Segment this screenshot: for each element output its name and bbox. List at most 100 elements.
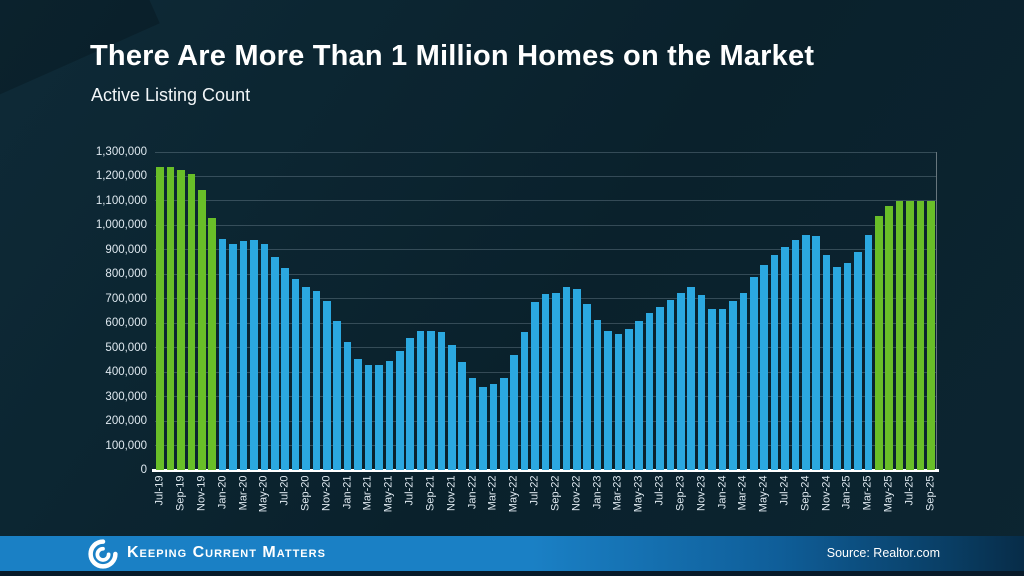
x-axis-tick-label: Nov-21 (445, 475, 458, 511)
bar-Dec-20 (333, 320, 342, 470)
bar-Jun-25 (895, 200, 904, 470)
bar-Jul-21 (406, 337, 414, 470)
x-axis-tick-label: Mar-20 (237, 475, 249, 511)
y-axis-tick-label: 1,100,000 (95, 194, 147, 207)
bar-Aug-21 (416, 330, 425, 470)
x-axis-tick-label: Nov-23 (695, 475, 708, 511)
bar-Mar-21 (364, 364, 373, 470)
y-axis-tick-label: 1,200,000 (95, 170, 147, 183)
x-axis-tick-label: Jul-20 (278, 475, 291, 506)
bar-Mar-22 (489, 384, 498, 470)
x-axis-tick-label: May-20 (257, 475, 270, 513)
x-axis-tick-label: Jan-20 (216, 475, 229, 510)
y-axis-tick-label: 900,000 (105, 243, 147, 256)
bar-Dec-24 (833, 266, 841, 470)
bar-Apr-24 (749, 276, 758, 470)
bar-Aug-19 (166, 166, 175, 470)
x-axis-tick-label: Nov-19 (195, 475, 208, 511)
gridline (155, 249, 936, 251)
bar-Jan-20 (218, 238, 227, 470)
bar-Nov-19 (198, 189, 206, 470)
bar-Nov-20 (323, 301, 331, 470)
x-axis-tick-label: Sep-22 (549, 475, 562, 511)
y-axis-tick-label: 200,000 (105, 415, 147, 428)
bar-Mar-23 (614, 334, 623, 470)
bar-Dec-22 (583, 303, 591, 470)
brand-name: Keeping Current Matters (127, 544, 326, 561)
x-axis-tick-label: Jul-23 (653, 475, 666, 506)
x-axis-tick-label: May-24 (757, 475, 770, 513)
x-axis-tick-label: Sep-25 (924, 475, 937, 511)
bar-Jun-23 (645, 313, 654, 470)
y-axis-tick-label: 500,000 (105, 341, 147, 354)
bar-Dec-19 (208, 218, 217, 470)
bar-Mar-25 (864, 235, 873, 470)
bar-Aug-23 (666, 300, 675, 470)
bar-Sep-22 (552, 292, 560, 470)
gridline (155, 224, 936, 226)
footer-bar: Keeping Current Matters Source: Realtor.… (0, 536, 1024, 571)
y-axis-tick-label: 700,000 (105, 292, 147, 305)
bar-Oct-19 (187, 174, 196, 470)
bar-Dec-23 (708, 308, 716, 470)
bar-Aug-24 (791, 240, 800, 470)
bar-Dec-21 (458, 362, 466, 470)
x-axis-tick-label: Mar-23 (611, 475, 624, 511)
bar-Feb-23 (604, 330, 612, 470)
y-axis-tick-label: 800,000 (105, 268, 147, 281)
bar-May-23 (635, 320, 643, 470)
bar-Oct-23 (687, 286, 696, 470)
bar-Jan-24 (718, 308, 727, 470)
x-axis-tick-label: Nov-20 (320, 475, 333, 511)
footer-bottom-strip (0, 571, 1024, 576)
kcm-spiral-logo (88, 539, 118, 569)
bar-Sep-21 (427, 330, 435, 470)
bar-May-20 (260, 243, 269, 470)
x-axis-tick-label: Jul-19 (153, 475, 166, 506)
bar-Jul-23 (656, 307, 664, 470)
bar-Mar-24 (739, 292, 748, 470)
bar-Oct-24 (812, 236, 821, 470)
bar-Apr-23 (625, 329, 633, 470)
bar-Sep-20 (302, 286, 310, 470)
x-axis-tick-label: Jan-22 (466, 475, 479, 510)
bar-Jan-23 (593, 319, 602, 470)
x-axis-tick-label: Mar-22 (486, 475, 499, 511)
bar-Oct-21 (437, 331, 446, 470)
y-axis-tick-label: 400,000 (105, 366, 147, 379)
x-axis-tick-label: Jul-21 (403, 475, 416, 506)
x-axis-tick-label: May-21 (382, 475, 395, 513)
x-axis-tick-label: Jan-24 (716, 475, 729, 510)
x-axis-tick-label: Mar-25 (861, 475, 874, 511)
gridline (155, 200, 936, 202)
bar-Jan-25 (843, 263, 852, 470)
x-axis-tick-label: Jan-23 (591, 475, 604, 510)
bar-Aug-20 (291, 279, 300, 470)
x-axis-tick-label: Jan-25 (840, 475, 853, 510)
bar-May-24 (760, 264, 768, 470)
bar-Jan-22 (468, 378, 477, 470)
source-label: Source: Realtor.com (826, 546, 940, 560)
x-axis-tick-label: May-25 (882, 475, 895, 513)
bar-Nov-24 (822, 254, 831, 470)
bar-Apr-20 (250, 240, 258, 470)
y-axis-tick-label: 100,000 (105, 439, 147, 452)
y-axis-tick-label: 0 (140, 464, 147, 476)
x-axis-tick-label: Mar-24 (736, 475, 749, 511)
gridline (155, 175, 936, 177)
x-axis-tick-label: Sep-23 (674, 475, 687, 511)
bar-Jul-20 (281, 268, 289, 470)
chart-subtitle: Active Listing Count (91, 85, 251, 105)
plot-right-border (936, 152, 937, 470)
bar-Feb-20 (229, 243, 237, 470)
x-axis-tick-label: Mar-21 (361, 475, 374, 511)
bar-Jun-22 (520, 331, 529, 470)
bar-Jun-24 (770, 254, 779, 470)
x-axis-tick-label: Sep-20 (299, 475, 312, 511)
bar-Jul-24 (781, 247, 789, 470)
bar-Nov-23 (697, 295, 706, 470)
x-axis-tick-label: May-23 (632, 475, 645, 513)
bar-Feb-22 (479, 386, 487, 470)
gridline (155, 273, 936, 275)
